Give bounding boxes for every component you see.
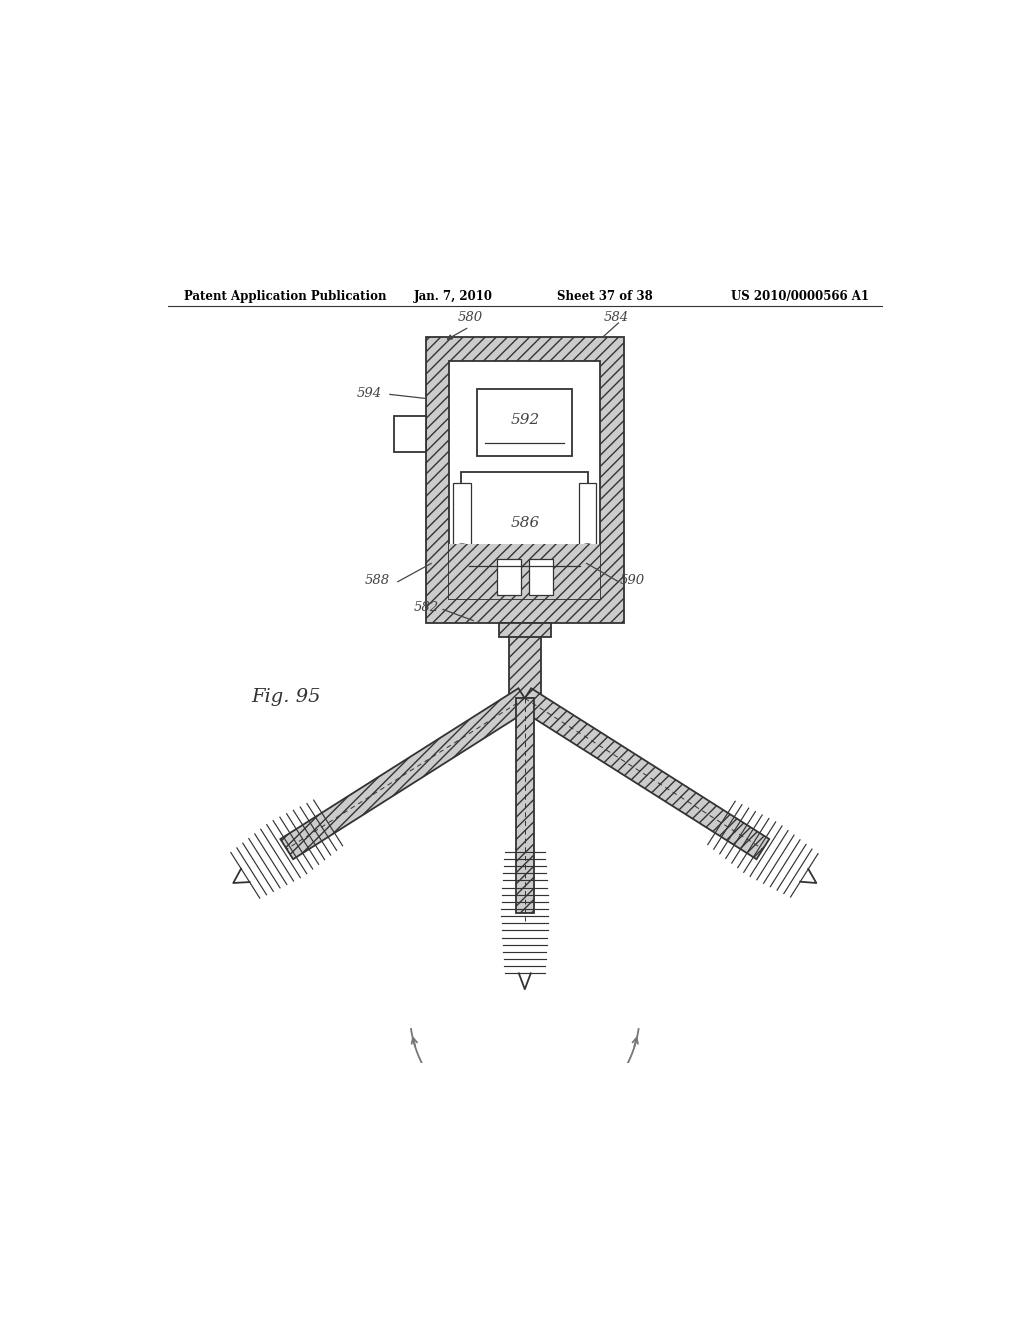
Bar	[450, 544, 600, 599]
Text: US 2010/0000566 A1: US 2010/0000566 A1	[731, 290, 869, 304]
Bar	[394, 416, 426, 451]
Text: 592: 592	[510, 413, 540, 428]
Polygon shape	[281, 688, 531, 859]
Text: 588: 588	[365, 574, 389, 587]
Text: Fig. 95: Fig. 95	[251, 688, 321, 706]
Bar	[454, 483, 471, 569]
Bar	[497, 560, 521, 595]
Bar	[516, 698, 534, 912]
Text: Sheet 37 of 38: Sheet 37 of 38	[557, 290, 652, 304]
Text: Jan. 7, 2010: Jan. 7, 2010	[414, 290, 493, 304]
Text: 586: 586	[510, 516, 540, 531]
Text: 594: 594	[356, 387, 382, 400]
Bar	[497, 560, 521, 595]
Bar	[499, 623, 551, 638]
Text: 590: 590	[620, 574, 645, 587]
Bar	[509, 623, 541, 698]
Bar	[579, 483, 596, 569]
Bar	[528, 560, 553, 595]
Bar	[477, 389, 572, 457]
Text: Patent Application Publication: Patent Application Publication	[183, 290, 386, 304]
Bar	[450, 362, 600, 599]
Bar	[426, 337, 624, 623]
Text: 584: 584	[604, 312, 630, 325]
Bar	[528, 560, 553, 595]
Text: 580: 580	[458, 312, 482, 325]
Bar	[462, 473, 589, 579]
Polygon shape	[518, 688, 769, 859]
Text: 582: 582	[414, 601, 439, 614]
